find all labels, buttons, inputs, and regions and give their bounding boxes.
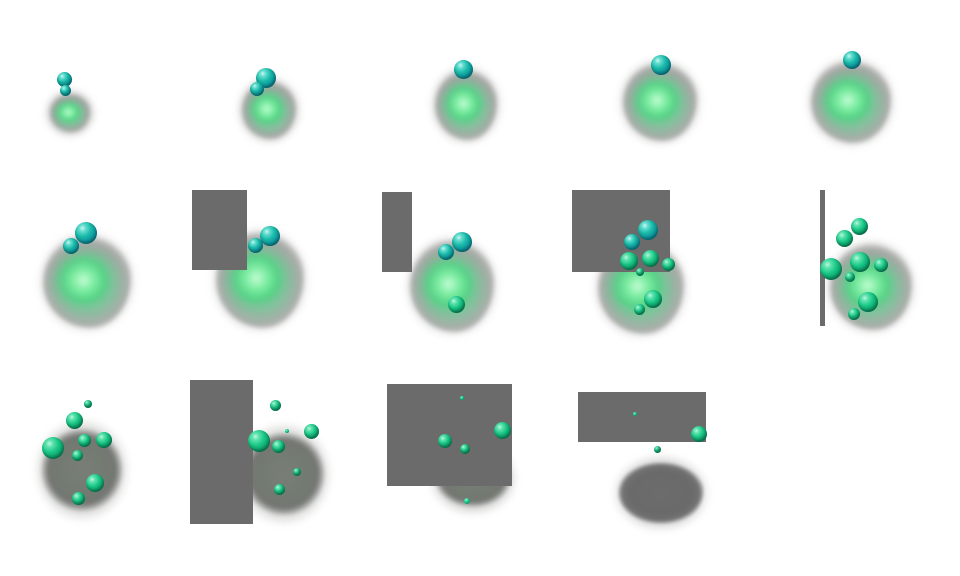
panel-row3-col1[interactable] [28, 382, 178, 532]
occluder-rect [190, 380, 253, 524]
panel-row2-col1[interactable] [35, 210, 185, 360]
tumor-cell-sphere [850, 252, 870, 272]
tumor-cell-sphere [72, 450, 83, 461]
panel-row1-col4[interactable] [615, 45, 765, 195]
tumor-cell-sphere [464, 498, 470, 504]
tumor-cell-sphere [248, 430, 270, 452]
panel-row1-col1[interactable] [30, 60, 180, 210]
tumor-cell-sphere [624, 234, 640, 250]
spheroid-mass [50, 94, 90, 132]
tumor-cell-sphere [858, 292, 878, 312]
tumor-cell-sphere [452, 232, 472, 252]
spheroid-mass [623, 63, 697, 141]
tumor-cell-sphere [634, 304, 645, 315]
tumor-cell-sphere [651, 55, 671, 75]
spheroid-mass [830, 244, 912, 330]
panel-row3-col5[interactable] [780, 382, 930, 532]
tumor-cell-sphere [260, 226, 280, 246]
occluder-rect [820, 190, 825, 326]
panel-row2-col3[interactable] [382, 192, 532, 342]
panel-row1-col5[interactable] [804, 45, 955, 195]
tumor-cell-sphere [75, 222, 97, 244]
tumor-cell-sphere [250, 82, 264, 96]
tumor-cell-sphere [42, 437, 64, 459]
panel-row2-col5[interactable] [818, 190, 960, 340]
tumor-cell-sphere [494, 422, 511, 439]
tumor-cell-sphere [662, 258, 675, 271]
panel-row1-col3[interactable] [425, 50, 575, 200]
spheroid-mass [618, 460, 704, 526]
tumor-cell-sphere [836, 230, 853, 247]
spheroid-mass [43, 236, 131, 328]
tumor-cell-sphere [57, 72, 72, 87]
panel-row3-col2[interactable] [190, 380, 340, 530]
tumor-cell-sphere [654, 446, 661, 453]
tumor-cell-sphere [438, 244, 454, 260]
tumor-cell-sphere [851, 218, 868, 235]
tumor-cell-sphere [448, 296, 465, 313]
panel-row2-col2[interactable] [192, 190, 342, 340]
tumor-cell-sphere [843, 51, 861, 69]
occluder-rect [382, 192, 412, 272]
panel-row3-col4[interactable] [570, 388, 720, 538]
tumor-cell-sphere [644, 290, 662, 308]
tumor-cell-sphere [460, 396, 464, 400]
tumor-cell-sphere [96, 432, 112, 448]
tumor-cell-sphere [642, 250, 659, 267]
tumor-cell-sphere [72, 492, 85, 505]
panel-row3-col3[interactable] [378, 380, 528, 530]
tumor-cell-sphere [248, 238, 263, 253]
tumor-cell-sphere [60, 85, 71, 96]
tumor-cell-sphere [78, 434, 91, 447]
spheroid-mass [811, 61, 891, 143]
tumor-cell-sphere [620, 252, 638, 270]
panel-row2-col4[interactable] [572, 190, 722, 341]
tumor-cell-sphere [272, 440, 285, 453]
tumor-cell-sphere [63, 238, 79, 254]
tumor-cell-sphere [438, 434, 452, 448]
spheroid-mass [435, 70, 497, 140]
tumor-cell-sphere [636, 268, 644, 276]
tumor-cell-sphere [86, 474, 104, 492]
panel-row1-col2[interactable] [230, 55, 380, 205]
occluder-rect [578, 392, 706, 442]
tumor-cell-sphere [270, 400, 281, 411]
tumor-cell-sphere [84, 400, 92, 408]
tumor-cell-sphere [304, 424, 319, 439]
tumor-cell-sphere [274, 484, 285, 495]
tumor-cell-sphere [66, 412, 83, 429]
tumor-cell-sphere [848, 308, 860, 320]
occluder-rect [192, 190, 247, 270]
figure-title: Spheroid growth and invasion simulation … [0, 21, 1, 22]
tumor-cell-sphere [633, 412, 637, 416]
tumor-cell-sphere [454, 60, 473, 79]
tumor-cell-sphere [874, 258, 888, 272]
tumor-cell-sphere [845, 272, 855, 282]
tumor-cell-sphere [820, 258, 842, 280]
tumor-cell-sphere [638, 220, 658, 240]
tumor-cell-sphere [460, 444, 470, 454]
tumor-cell-sphere [285, 429, 289, 433]
tumor-cell-sphere [691, 426, 707, 442]
tumor-cell-sphere [293, 468, 301, 476]
